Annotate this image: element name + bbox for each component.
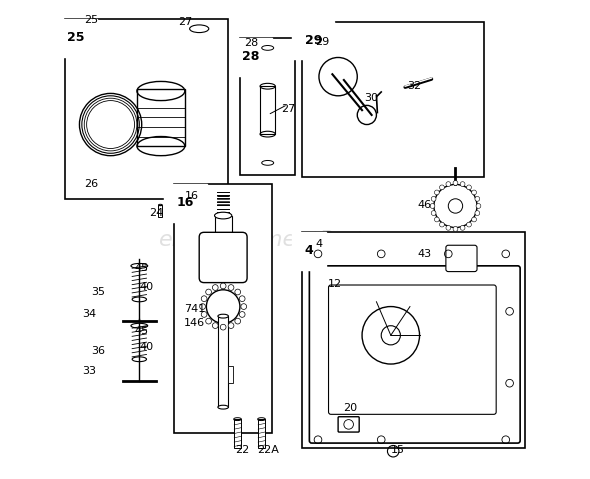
Circle shape <box>228 323 234 329</box>
Text: 33: 33 <box>82 366 96 376</box>
Circle shape <box>431 196 436 201</box>
Text: 28: 28 <box>244 38 258 48</box>
Ellipse shape <box>218 314 228 318</box>
Text: 29: 29 <box>316 37 330 47</box>
Circle shape <box>206 290 240 323</box>
Bar <box>260 86 276 134</box>
Circle shape <box>240 296 245 302</box>
Circle shape <box>467 185 471 190</box>
Circle shape <box>212 285 218 290</box>
Text: 12: 12 <box>327 279 342 288</box>
FancyBboxPatch shape <box>309 266 520 443</box>
Bar <box>302 232 525 448</box>
Circle shape <box>431 211 436 216</box>
Text: 34: 34 <box>82 309 96 319</box>
Circle shape <box>453 227 458 231</box>
Circle shape <box>446 182 451 186</box>
Text: 27: 27 <box>178 17 192 26</box>
Bar <box>234 419 241 448</box>
Text: 741: 741 <box>184 304 205 314</box>
FancyBboxPatch shape <box>446 245 477 272</box>
Text: 20: 20 <box>343 403 357 413</box>
Circle shape <box>460 226 465 230</box>
Text: 45: 45 <box>135 263 149 273</box>
Text: 22: 22 <box>235 445 250 455</box>
Circle shape <box>471 217 477 222</box>
Text: 32: 32 <box>408 81 422 91</box>
Text: 25: 25 <box>67 31 85 44</box>
Text: 35: 35 <box>91 287 106 297</box>
Bar <box>258 419 266 448</box>
Circle shape <box>430 204 435 208</box>
Text: 46: 46 <box>417 200 431 210</box>
Circle shape <box>201 296 207 302</box>
Circle shape <box>220 324 226 330</box>
Bar <box>228 366 233 383</box>
Text: 29: 29 <box>304 34 322 46</box>
Text: 30: 30 <box>365 93 378 103</box>
Circle shape <box>434 217 440 222</box>
Text: 25: 25 <box>84 15 99 25</box>
Circle shape <box>240 311 245 317</box>
Bar <box>65 19 228 199</box>
Circle shape <box>440 185 444 190</box>
Text: 15: 15 <box>391 445 405 455</box>
Bar <box>215 216 232 235</box>
Text: 45: 45 <box>135 326 149 335</box>
Text: 40: 40 <box>139 283 153 292</box>
Bar <box>159 205 162 217</box>
Circle shape <box>241 304 247 309</box>
Circle shape <box>201 311 207 317</box>
Text: 22A: 22A <box>257 445 278 455</box>
Ellipse shape <box>218 405 228 409</box>
Text: 24: 24 <box>149 208 163 218</box>
Circle shape <box>475 196 480 201</box>
Text: 16: 16 <box>176 196 194 209</box>
Circle shape <box>476 204 481 208</box>
Bar <box>240 38 295 175</box>
Ellipse shape <box>215 212 232 219</box>
Circle shape <box>453 181 458 185</box>
Text: 26: 26 <box>84 180 99 189</box>
Circle shape <box>446 226 451 230</box>
Circle shape <box>434 184 477 228</box>
Text: 146: 146 <box>184 319 205 328</box>
Circle shape <box>471 190 477 195</box>
Circle shape <box>235 318 241 324</box>
Circle shape <box>228 285 234 290</box>
Circle shape <box>199 304 205 309</box>
Circle shape <box>475 211 480 216</box>
Circle shape <box>206 318 211 324</box>
Text: eReplacementParts.com: eReplacementParts.com <box>159 229 431 250</box>
Text: 4: 4 <box>316 240 323 249</box>
Text: 4: 4 <box>304 244 313 257</box>
Bar <box>137 89 185 146</box>
Bar <box>174 184 273 433</box>
FancyBboxPatch shape <box>199 232 247 283</box>
Text: 36: 36 <box>91 346 106 355</box>
Bar <box>218 316 228 407</box>
Text: 40: 40 <box>139 342 153 352</box>
Circle shape <box>206 289 211 295</box>
Circle shape <box>440 222 444 227</box>
Text: 28: 28 <box>242 50 260 63</box>
Bar <box>302 22 484 177</box>
Circle shape <box>235 289 241 295</box>
Text: 16: 16 <box>185 192 199 201</box>
Text: 27: 27 <box>281 104 295 114</box>
Circle shape <box>434 190 440 195</box>
Circle shape <box>212 323 218 329</box>
Circle shape <box>467 222 471 227</box>
Circle shape <box>460 182 465 186</box>
Circle shape <box>220 283 226 289</box>
Text: 43: 43 <box>417 249 431 259</box>
FancyBboxPatch shape <box>338 417 359 432</box>
